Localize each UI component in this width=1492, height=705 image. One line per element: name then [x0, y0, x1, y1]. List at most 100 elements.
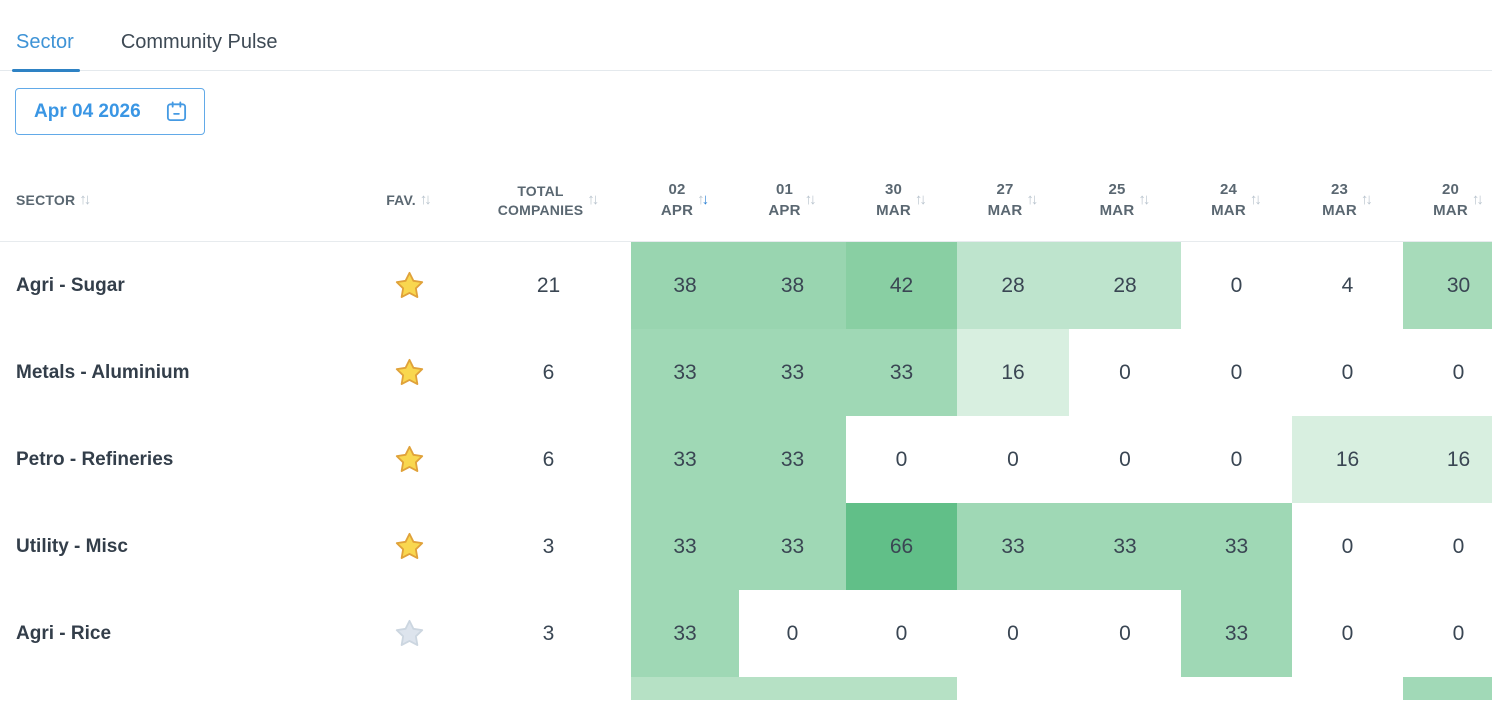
tab-community-pulse[interactable]: Community Pulse [121, 31, 278, 70]
favorite-cell[interactable] [380, 590, 438, 677]
heatmap-cell: 28 [1069, 242, 1181, 329]
sort-arrows-icon: ↑ ↓ [587, 191, 600, 209]
sort-arrows-icon: ↑ ↓ [1360, 191, 1373, 209]
date-column-label: 25 MAR [1099, 181, 1135, 219]
heatmap-cell: 33 [631, 590, 739, 677]
favorite-cell[interactable] [380, 329, 438, 416]
heatmap-cell: 0 [1403, 329, 1492, 416]
heatmap-cell: 42 [846, 242, 957, 329]
heatmap-cell: 16 [1403, 416, 1492, 503]
heatmap-cell: 16 [957, 329, 1069, 416]
date-column-label: 24 MAR [1211, 181, 1246, 219]
sector-name: Agri - Rice [16, 622, 112, 644]
star-outline-icon [395, 619, 423, 646]
heatmap-cell: 33 [1181, 503, 1292, 590]
heatmap-cell: 0 [1292, 329, 1403, 416]
date-picker-button[interactable]: Apr 04 2026 [15, 88, 205, 135]
heatmap-cell: 30 [1403, 242, 1492, 329]
heatmap-cell: 38 [739, 242, 846, 329]
star-filled-icon [395, 271, 423, 298]
date-column-label: 20 MAR [1433, 181, 1468, 219]
heatmap-cell: 33 [631, 416, 739, 503]
heatmap-cell: 0 [739, 590, 846, 677]
heatmap-cell: 33 [1069, 503, 1181, 590]
column-header-sector-label: SECTOR [16, 192, 76, 209]
heatmap-cell: 16 [1292, 416, 1403, 503]
column-header-23-mar[interactable]: 23 MAR ↑ ↓ [1292, 180, 1403, 221]
column-header-24-mar[interactable]: 24 MAR ↑ ↓ [1181, 180, 1292, 221]
column-header-02-apr[interactable]: 02 APR ↑ ↓ [631, 180, 739, 221]
star-filled-icon [395, 445, 423, 472]
column-header-sector[interactable]: SECTOR ↑ ↓ [0, 190, 380, 210]
heatmap-cell: 0 [957, 416, 1069, 503]
favorite-cell[interactable] [380, 242, 438, 329]
column-header-25-mar[interactable]: 25 MAR ↑ ↓ [1069, 180, 1181, 221]
heatmap-cell: 0 [957, 590, 1069, 677]
heatmap-cell: 33 [846, 329, 957, 416]
heatmap-cell: 0 [1403, 590, 1492, 677]
column-header-30-mar[interactable]: 30 MAR ↑ ↓ [846, 180, 957, 221]
heatmap-cell: 0 [1069, 416, 1181, 503]
tab-sector-label: Sector [16, 31, 74, 53]
favorite-cell[interactable] [380, 503, 438, 590]
column-header-total-companies[interactable]: TOTAL COMPANIES ↑ ↓ [438, 182, 631, 220]
table-row[interactable]: Utility - Misc 3 33 33 66 33 33 33 0 0 [0, 503, 1492, 590]
heatmap-cell: 0 [1403, 503, 1492, 590]
table-row[interactable]: Petro - Refineries 6 33 33 0 0 0 0 16 16 [0, 416, 1492, 503]
heatmap-cell: 0 [1181, 416, 1292, 503]
sector-heatmap-table: SECTOR ↑ ↓ FAV. ↑ ↓ TOTAL COMPANIES ↑ ↓ 02 A… [0, 135, 1492, 700]
total-companies-value: 6 [542, 360, 555, 384]
total-companies-value: 3 [542, 621, 555, 645]
column-header-total-label: TOTAL COMPANIES [497, 182, 584, 218]
column-header-fav-label: FAV. [386, 192, 416, 209]
heatmap-cell: 28 [957, 242, 1069, 329]
sort-arrows-icon: ↑ ↓ [1471, 191, 1484, 209]
heatmap-cell [631, 677, 739, 700]
heatmap-cell: 66 [846, 503, 957, 590]
total-companies-value: 3 [542, 534, 555, 558]
star-filled-icon [395, 358, 423, 385]
tab-sector[interactable]: Sector [12, 31, 80, 72]
table-row[interactable]: Metals - Aluminium 6 33 33 33 16 0 0 0 0 [0, 329, 1492, 416]
date-column-label: 01 APR [768, 181, 801, 219]
sort-arrows-icon: ↑ ↓ [804, 191, 817, 209]
heatmap-cell: 0 [1292, 503, 1403, 590]
heatmap-cell [1292, 677, 1403, 700]
column-header-fav[interactable]: FAV. ↑ ↓ [380, 190, 438, 210]
table-row[interactable]: Agri - Rice 3 33 0 0 0 0 33 0 0 [0, 590, 1492, 677]
sort-arrows-icon: ↑ ↓ [1138, 191, 1151, 209]
sector-name: Utility - Misc [16, 535, 128, 557]
column-header-01-apr[interactable]: 01 APR ↑ ↓ [739, 180, 846, 221]
heatmap-cell: 0 [846, 590, 957, 677]
sector-name: Agri - Sugar [16, 274, 125, 296]
column-header-20-mar[interactable]: 20 MAR ↑ ↓ [1403, 180, 1492, 221]
table-header-row: SECTOR ↑ ↓ FAV. ↑ ↓ TOTAL COMPANIES ↑ ↓ 02 A… [0, 135, 1492, 242]
tab-community-pulse-label: Community Pulse [120, 31, 278, 53]
sort-arrows-icon: ↑ ↓ [914, 191, 927, 209]
table-row[interactable]: Agri - Sugar 21 38 38 42 28 28 0 4 30 [0, 242, 1492, 329]
tab-bar: Sector Community Pulse [0, 0, 1492, 72]
total-companies-value: 6 [542, 447, 555, 471]
heatmap-cell [1069, 677, 1181, 700]
heatmap-cell: 38 [631, 242, 739, 329]
sort-arrows-icon: ↑ ↓ [1026, 191, 1039, 209]
sort-arrows-icon: ↑ ↓ [1249, 191, 1262, 209]
sector-name: Petro - Refineries [16, 448, 174, 470]
heatmap-cell: 33 [631, 329, 739, 416]
heatmap-cell: 0 [1292, 590, 1403, 677]
calendar-icon [166, 101, 186, 122]
date-column-label: 02 APR [660, 181, 694, 219]
favorite-cell[interactable] [380, 416, 438, 503]
date-column-label: 30 MAR [876, 181, 911, 219]
date-column-label: 23 MAR [1322, 181, 1357, 219]
heatmap-cell: 4 [1292, 242, 1403, 329]
heatmap-cell: 0 [1181, 242, 1292, 329]
heatmap-cell: 0 [846, 416, 957, 503]
column-header-27-mar[interactable]: 27 MAR ↑ ↓ [957, 180, 1069, 221]
heatmap-cell: 33 [957, 503, 1069, 590]
heatmap-cell [739, 677, 846, 700]
heatmap-cell: 0 [1069, 329, 1181, 416]
sort-arrows-icon: ↑ ↓ [697, 191, 710, 209]
heatmap-cell [957, 677, 1069, 700]
star-filled-icon [395, 532, 423, 559]
